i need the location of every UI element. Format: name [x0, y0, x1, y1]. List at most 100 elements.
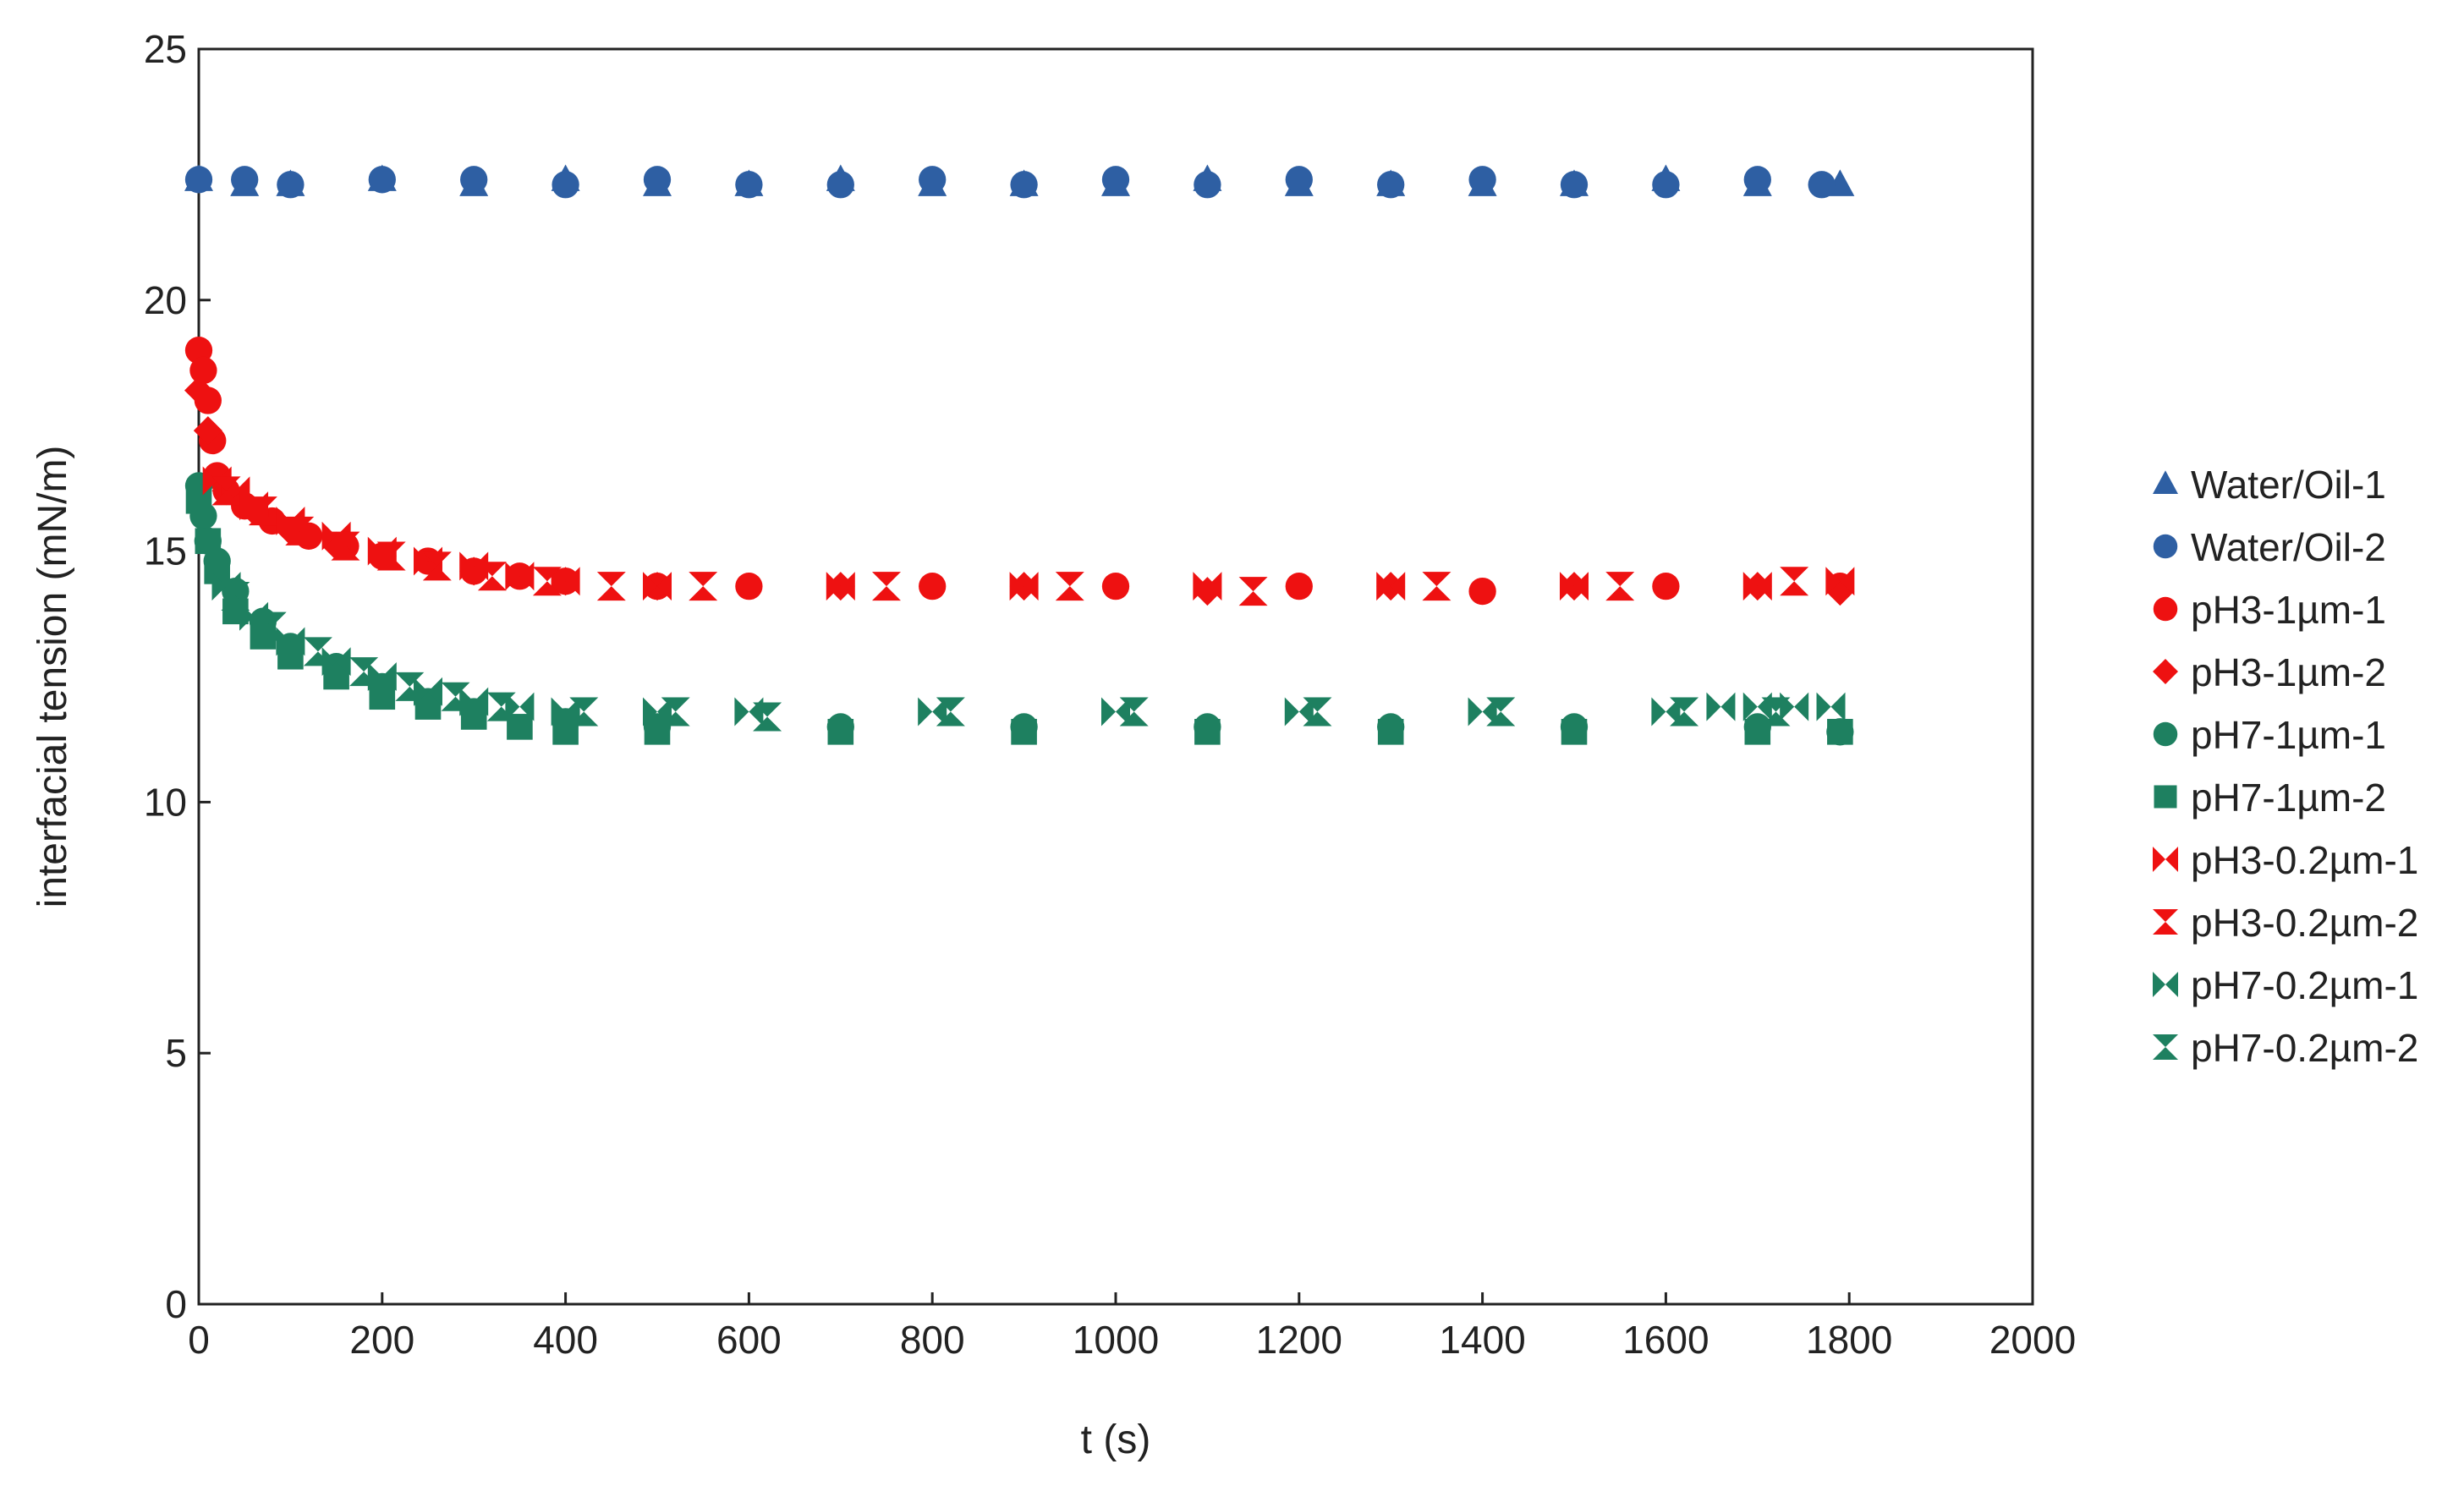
legend-marker — [2153, 1034, 2178, 1060]
data-point — [486, 692, 516, 721]
data-point — [321, 647, 351, 677]
legend-item: pH3-0.2µm-2 — [2153, 901, 2418, 945]
y-tick-label: 15 — [144, 529, 187, 573]
y-tick-label: 0 — [165, 1282, 187, 1326]
legend-label: pH7-0.2µm-2 — [2191, 1026, 2418, 1070]
legend-label: pH7-0.2µm-1 — [2191, 963, 2418, 1007]
legend-item: pH3-1µm-2 — [2153, 650, 2386, 694]
data-point — [195, 528, 222, 555]
legend: Water/Oil-1 Water/Oil-2 pH3-1µm-1 pH3-1µm-2… — [2153, 463, 2418, 1070]
x-tick-label: 200 — [349, 1318, 414, 1362]
data-point — [1652, 171, 1680, 199]
plot-frame — [197, 47, 2034, 1306]
data-point — [1011, 718, 1037, 745]
data-point — [276, 627, 305, 656]
data-point — [734, 697, 764, 727]
data-point — [231, 166, 259, 194]
data-point — [277, 171, 305, 199]
data-point — [505, 562, 535, 591]
data-point — [919, 166, 947, 194]
data-point — [551, 697, 580, 727]
x-tick-label: 400 — [533, 1318, 598, 1362]
data-point — [1468, 697, 1497, 727]
data-point — [303, 637, 332, 666]
data-point — [1101, 166, 1130, 194]
data-point — [1780, 567, 1809, 596]
y-tick-label: 10 — [144, 780, 187, 824]
data-point — [376, 541, 406, 571]
data-point — [1742, 572, 1772, 601]
data-point — [936, 697, 965, 727]
legend-item: pH7-0.2µm-2 — [2153, 1026, 2418, 1070]
data-point — [368, 166, 396, 194]
y-axis-label: interfacial tension (mN/m) — [30, 446, 75, 908]
data-point — [1193, 572, 1222, 601]
data-point — [285, 516, 315, 546]
x-tick-label: 1000 — [1073, 1318, 1159, 1362]
data-point — [1010, 171, 1038, 199]
data-point — [1780, 692, 1809, 721]
data-point — [505, 692, 535, 721]
data-point — [919, 573, 947, 600]
legend-marker — [2153, 470, 2178, 494]
x-tick-label: 1600 — [1622, 1318, 1709, 1362]
y-tick-label: 20 — [144, 278, 187, 322]
series-1 — [184, 166, 1836, 199]
legend-label: pH3-0.2µm-1 — [2191, 838, 2418, 882]
data-point — [827, 718, 854, 745]
points-layer — [184, 164, 1855, 746]
data-point — [753, 702, 782, 732]
data-point — [826, 171, 854, 199]
data-point — [689, 572, 718, 601]
legend-item: pH3-0.2µm-1 — [2153, 838, 2418, 882]
legend-label: pH3-1µm-1 — [2191, 588, 2386, 632]
data-point — [1194, 718, 1221, 745]
legend-label: pH7-1µm-2 — [2191, 776, 2386, 820]
data-point — [596, 572, 626, 601]
legend-marker — [2153, 972, 2178, 997]
data-point — [1816, 692, 1846, 721]
data-point — [477, 562, 507, 591]
data-point — [1055, 572, 1084, 601]
x-tick-label: 0 — [188, 1318, 210, 1362]
y-tick-label: 25 — [144, 27, 187, 71]
data-point — [735, 171, 763, 199]
data-point — [1825, 567, 1855, 596]
data-point — [1303, 697, 1332, 727]
data-point — [1284, 697, 1314, 727]
data-point — [1377, 171, 1405, 199]
data-point — [1422, 572, 1452, 601]
data-point — [1670, 697, 1699, 727]
legend-marker — [2153, 721, 2178, 747]
legend-item: Water/Oil-2 — [2153, 525, 2386, 569]
legend-item: pH7-1µm-1 — [2153, 713, 2386, 757]
data-point — [369, 683, 396, 710]
x-tick-label: 600 — [716, 1318, 782, 1362]
data-point — [395, 672, 425, 701]
data-point — [872, 572, 901, 601]
data-point — [460, 166, 488, 194]
data-point — [1486, 697, 1516, 727]
legend-label: Water/Oil-1 — [2191, 463, 2386, 507]
data-point — [184, 166, 213, 194]
series-5 — [185, 487, 1853, 745]
data-point — [349, 657, 379, 687]
data-point — [248, 496, 277, 526]
data-point — [569, 697, 599, 727]
series-7 — [211, 476, 1809, 606]
legend-marker — [2153, 909, 2178, 935]
data-point — [643, 572, 672, 601]
data-point — [1652, 573, 1680, 600]
data-point — [331, 531, 360, 561]
legend-marker — [2153, 596, 2178, 622]
x-tick-label: 1400 — [1439, 1318, 1525, 1362]
data-point — [441, 682, 470, 711]
legend-label: pH3-1µm-2 — [2191, 650, 2386, 694]
ticks-layer: 0 200 400 600 800 1000 1200 1400 1600 1800 2000 0 5 1… — [144, 27, 2076, 1362]
data-point — [1808, 171, 1836, 199]
data-point — [1605, 572, 1635, 601]
data-point — [1194, 171, 1221, 199]
legend-marker — [2153, 534, 2178, 559]
data-point — [1743, 166, 1771, 194]
data-point — [1285, 166, 1313, 194]
